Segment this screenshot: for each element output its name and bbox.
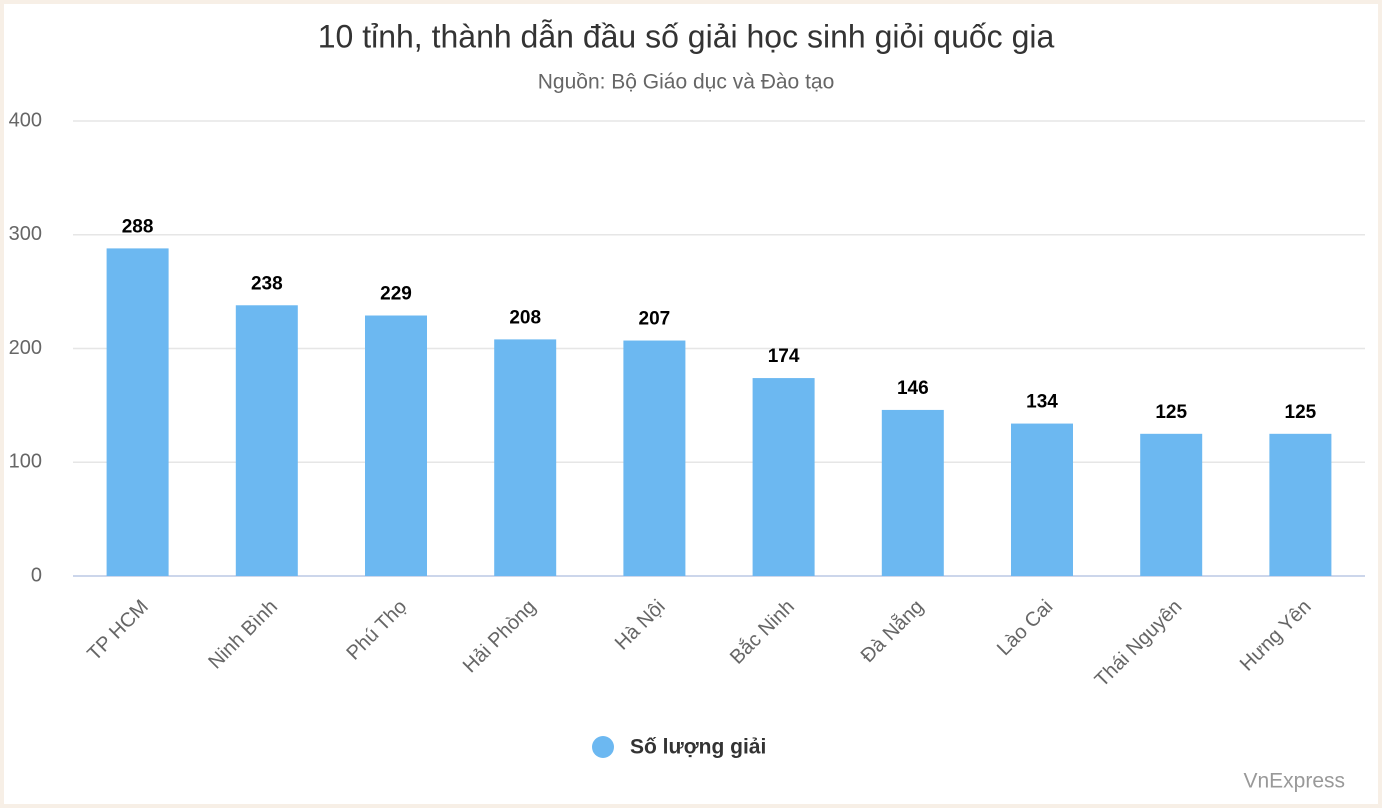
chart-title: 10 tỉnh, thành dẫn đầu số giải học sinh … [318, 18, 1055, 54]
data-label: 229 [380, 284, 412, 305]
bar [1269, 433, 1332, 576]
data-label: 207 [639, 309, 671, 330]
data-label: 125 [1285, 402, 1317, 423]
y-tick-label: 400 [9, 109, 42, 131]
data-label: 174 [768, 346, 800, 367]
legend-label: Số lượng giải [630, 736, 766, 759]
bar [1011, 423, 1073, 576]
data-label: 238 [251, 273, 283, 294]
y-tick-label: 100 [9, 451, 42, 473]
bar [881, 409, 944, 576]
data-label: 146 [897, 378, 929, 399]
credit: VnExpress [1243, 770, 1345, 793]
y-tick-label: 200 [9, 337, 42, 359]
bar [235, 305, 298, 576]
bar [752, 378, 815, 576]
bar [623, 340, 686, 576]
bar [494, 339, 557, 576]
data-label: 125 [1155, 402, 1187, 423]
y-tick-label: 300 [9, 223, 42, 245]
chart-subtitle: Nguồn: Bộ Giáo dục và Đào tạo [538, 71, 835, 94]
bar [106, 248, 169, 576]
bar [365, 315, 427, 576]
legend-marker [592, 736, 614, 758]
data-label: 208 [509, 307, 541, 328]
bar [1140, 433, 1203, 576]
y-tick-label: 0 [31, 564, 42, 586]
data-label: 288 [122, 216, 154, 237]
data-label: 134 [1026, 392, 1058, 413]
